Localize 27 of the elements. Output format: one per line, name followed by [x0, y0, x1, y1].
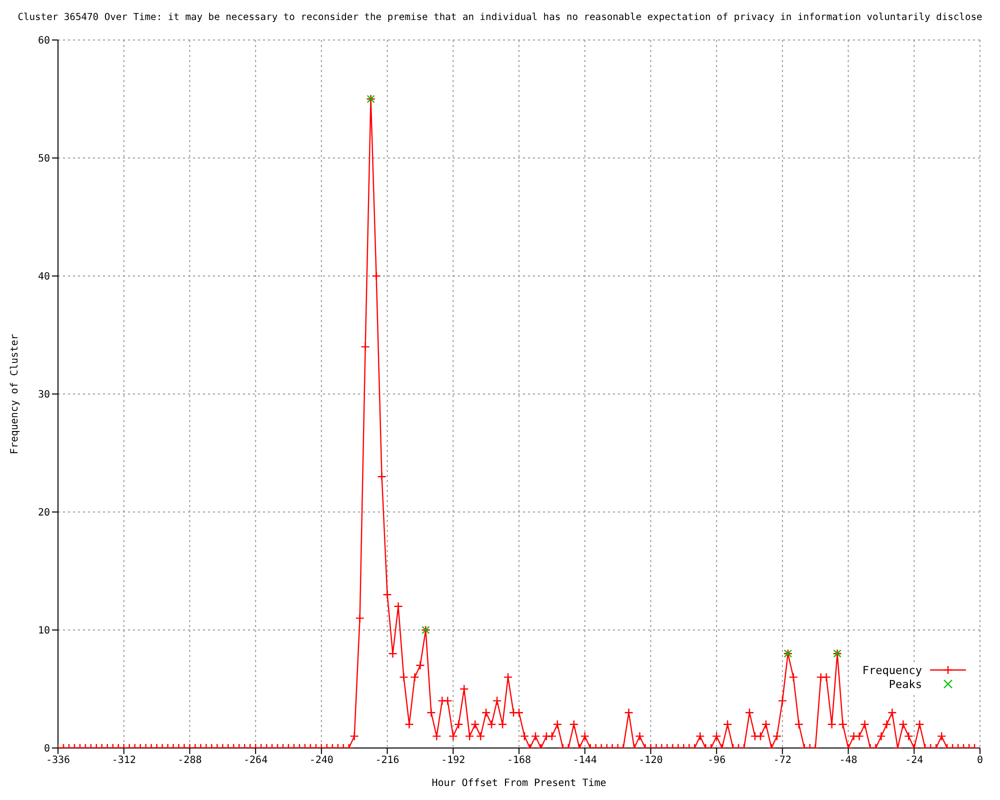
x-axis-title: Hour Offset From Present Time: [432, 778, 606, 789]
y-tick-label: 60: [38, 36, 50, 47]
x-tick-label: -144: [572, 755, 597, 766]
x-tick-label: -72: [773, 755, 792, 766]
x-tick-label: -168: [506, 755, 532, 766]
x-tick-label: -216: [375, 755, 400, 766]
y-axis-title: Frequency of Cluster: [10, 334, 21, 454]
x-tick-label: -312: [112, 755, 136, 766]
x-tick-label: 0: [976, 755, 984, 766]
x-tick-label: -24: [905, 755, 924, 766]
x-tick-label: -264: [244, 755, 268, 766]
legend-label: Frequency: [862, 664, 922, 676]
x-tick-label: -48: [839, 755, 858, 766]
legend-label: Peaks: [888, 678, 922, 690]
y-tick-label: 10: [38, 626, 50, 637]
y-tick-label: 0: [44, 744, 50, 755]
x-tick-label: -96: [708, 755, 726, 766]
y-tick-label: 40: [38, 272, 50, 283]
x-tick-label: -336: [46, 755, 70, 766]
y-tick-label: 50: [38, 154, 50, 165]
y-tick-label: 30: [38, 390, 50, 401]
x-tick-label: -288: [178, 755, 202, 766]
x-tick-label: -192: [441, 755, 466, 766]
x-tick-label: -120: [638, 755, 663, 766]
y-tick-label: 20: [38, 508, 50, 519]
chart-title: Cluster 365470 Over Time: it may be necessary to reconsider the premise that an individual has no reasonable expectation of privacy in information voluntarily disclose: [16, 11, 984, 25]
x-tick-label: -240: [309, 755, 334, 766]
